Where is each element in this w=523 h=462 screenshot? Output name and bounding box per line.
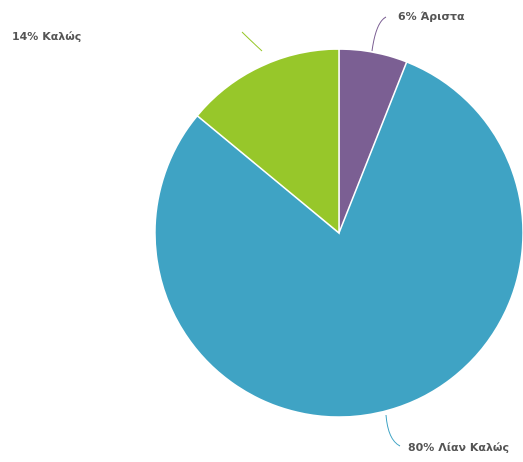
slice-category: Λίαν Καλώς [438, 441, 509, 454]
pie-slice [196, 48, 340, 235]
pie-slice [154, 60, 523, 418]
slice-label: 6% Άριστα [398, 10, 465, 23]
slice-label: 14% Καλώς [12, 30, 81, 43]
slice-category: Καλώς [42, 30, 81, 43]
slice-percent: 14% [12, 30, 38, 43]
slice-percent: 80% [408, 441, 434, 454]
leader-line [385, 414, 401, 447]
leader-line [241, 31, 263, 52]
leader-line [371, 16, 387, 52]
slice-label: 80% Λίαν Καλώς [408, 441, 509, 454]
slice-category: Άριστα [421, 10, 466, 23]
slice-percent: 6% [398, 10, 417, 23]
